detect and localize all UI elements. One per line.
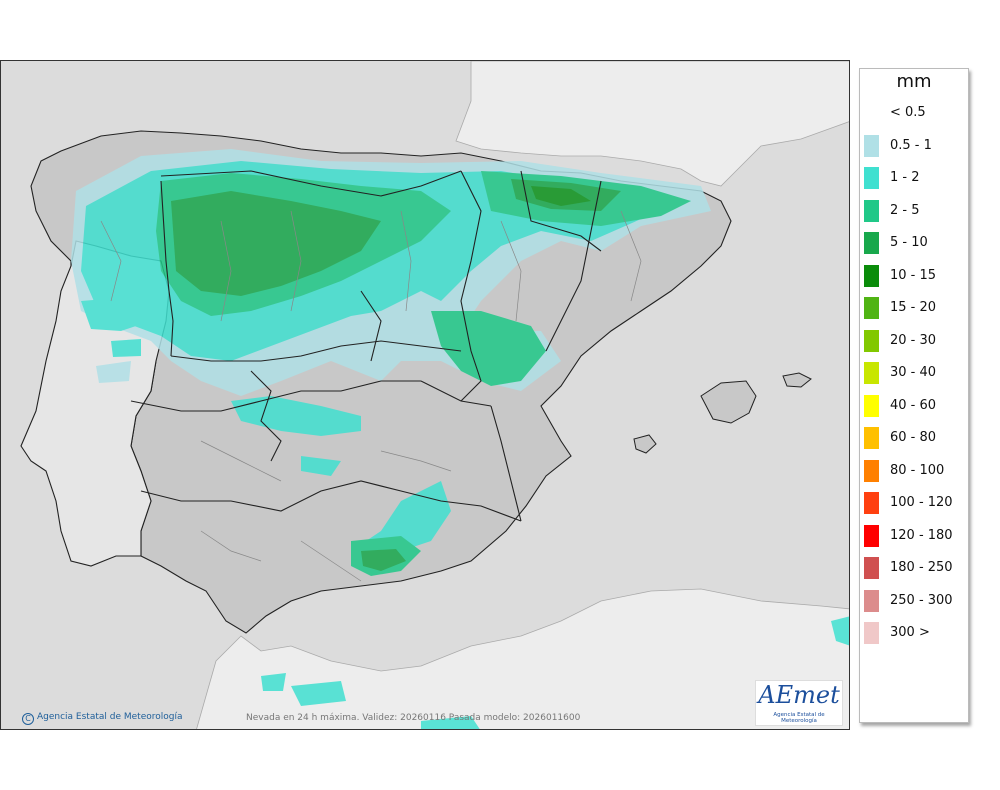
legend-item: 0.5 - 1 (864, 134, 964, 157)
legend-label: 60 - 80 (890, 430, 937, 445)
legend-swatch (864, 362, 879, 384)
north-africa-land (196, 588, 849, 729)
ibiza-land (633, 434, 657, 454)
copyright-icon: C (22, 713, 34, 725)
legend-swatch (864, 622, 879, 644)
legend-item: 5 - 10 (864, 231, 964, 254)
legend-label: 40 - 60 (890, 397, 937, 413)
legend-swatch (864, 589, 879, 612)
legend-swatch (864, 492, 879, 514)
legend-swatch (864, 427, 879, 449)
aemet-logo-subtitle: Agencia Estatal de Meteorología (773, 712, 825, 724)
legend-swatch (864, 524, 879, 547)
legend-label: 300 > (890, 625, 930, 640)
legend-swatch (864, 459, 879, 482)
legend-swatch (864, 329, 879, 352)
snowfall-map[interactable] (0, 60, 850, 730)
legend-item: < 0.5 (864, 101, 964, 123)
mallorca-land (700, 380, 757, 424)
legend-label: 100 - 120 (890, 495, 953, 510)
legend-swatch (864, 232, 879, 254)
legend-label: 80 - 100 (890, 462, 945, 478)
aemet-logo[interactable]: AEmet Agencia Estatal de Meteorología (755, 680, 843, 726)
legend-item: 180 - 250 (864, 556, 964, 579)
legend-label: < 0.5 (890, 105, 926, 120)
legend-label: 1 - 2 (890, 170, 920, 185)
legend-label: 20 - 30 (890, 332, 937, 348)
legend-swatch (864, 297, 879, 319)
legend-label: 180 - 250 (890, 560, 953, 575)
aemet-logo-mark: AEmet (758, 681, 840, 709)
legend-item: 10 - 15 (864, 264, 964, 287)
precipitation-legend: mm < 0.5 0.5 - 1 1 - 2 2 - 5 5 - 10 10 - 15 15… (859, 68, 969, 723)
legend-label: 120 - 180 (890, 527, 953, 543)
legend-item: 30 - 40 (864, 361, 964, 384)
legend-swatch (864, 167, 879, 189)
legend-unit: mm (896, 71, 932, 92)
legend-item: 80 - 100 (864, 459, 964, 482)
legend-item: 20 - 30 (864, 329, 964, 352)
legend-label: 2 - 5 (890, 202, 920, 218)
legend-item: 300 > (864, 621, 964, 644)
legend-label: 250 - 300 (890, 592, 953, 608)
menorca-land (782, 372, 812, 388)
legend-label: 30 - 40 (890, 365, 937, 380)
province-lines (100, 210, 642, 582)
france-land (455, 61, 849, 187)
regional-boundaries (130, 170, 602, 522)
legend-swatch (864, 394, 879, 417)
legend-item: 40 - 60 (864, 394, 964, 417)
legend-item: 250 - 300 (864, 589, 964, 612)
agency-credit[interactable]: C Agencia Estatal de Meteorología (22, 712, 183, 725)
legend-label: 0.5 - 1 (890, 137, 932, 153)
map-caption: Nevada en 24 h máxima. Validez: 20260116… (246, 713, 581, 723)
legend-item: 2 - 5 (864, 199, 964, 222)
agency-credit-text: Agencia Estatal de Meteorología (37, 712, 183, 722)
legend-item: 60 - 80 (864, 426, 964, 449)
legend-item: 15 - 20 (864, 296, 964, 319)
legend-swatch (864, 264, 879, 287)
legend-swatch (864, 199, 879, 222)
legend-label: 5 - 10 (890, 235, 928, 250)
legend-swatch (864, 557, 879, 579)
legend-item: 100 - 120 (864, 491, 964, 514)
snowfall-overlay (71, 149, 849, 729)
legend-label: 15 - 20 (890, 300, 937, 315)
legend-label: 10 - 15 (890, 267, 937, 283)
map-canvas (1, 61, 849, 729)
legend-item: 120 - 180 (864, 524, 964, 547)
legend-swatch (864, 134, 879, 157)
legend-item: 1 - 2 (864, 166, 964, 189)
